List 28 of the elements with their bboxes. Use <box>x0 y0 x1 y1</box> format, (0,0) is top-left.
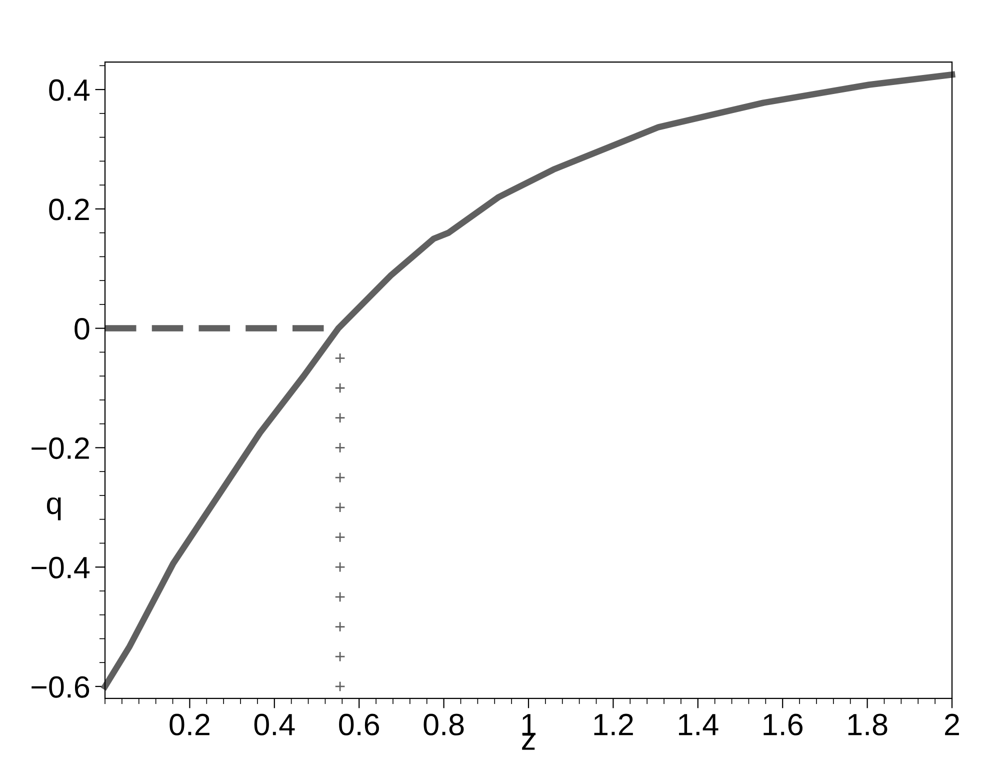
point <box>334 681 346 692</box>
x-tick-label: 0.4 <box>254 714 295 736</box>
point <box>334 621 346 632</box>
x-tick-label: 0.2 <box>170 714 210 736</box>
x-tick-label: 1.2 <box>594 714 633 736</box>
point <box>334 412 346 424</box>
x-tick-label: 1.8 <box>848 714 888 736</box>
point <box>334 532 346 543</box>
y-tick-label: −0.4 <box>32 556 90 578</box>
point <box>334 442 346 454</box>
y-tick-label: 0.2 <box>49 198 89 220</box>
y-tick-label: 0.4 <box>49 79 90 101</box>
y-axis-title: q <box>46 497 61 520</box>
x-tick-label: 1.6 <box>764 714 802 736</box>
point <box>334 382 346 394</box>
point <box>334 562 346 572</box>
point <box>334 651 346 662</box>
x-tick-label: 0.6 <box>339 714 379 736</box>
point <box>334 502 346 513</box>
y-tick-label: 0 <box>74 318 90 340</box>
x-tick-label: 2 <box>945 714 959 736</box>
x-tick-label: 1.4 <box>678 714 718 736</box>
y-tick-label: −0.6 <box>32 676 90 698</box>
x-tick-label: 0.8 <box>424 714 464 736</box>
point <box>334 352 346 364</box>
point <box>334 592 346 602</box>
point <box>334 472 346 483</box>
y-tick-label: −0.2 <box>32 437 89 460</box>
